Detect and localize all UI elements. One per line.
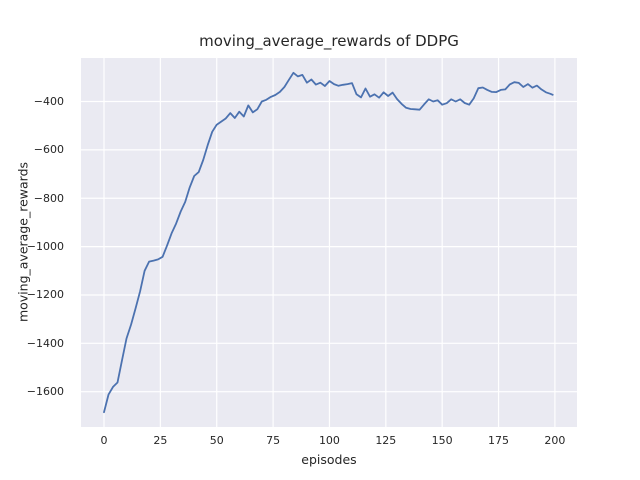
chart-title: moving_average_rewards of DDPG [199,32,459,50]
y-tick-label: −1600 [26,385,64,399]
x-tick-label: 0 [100,434,108,447]
x-tick-label: 75 [266,434,281,447]
x-tick-label: 200 [544,434,566,447]
x-axis-label: episodes [301,452,357,467]
y-tick-label: −1000 [26,240,64,254]
reward-line [103,71,554,414]
y-tick-label: −1200 [26,288,64,302]
x-tick-label: 25 [153,434,168,447]
y-tick-label: −400 [33,95,64,109]
x-tick-label: 125 [375,434,397,447]
x-tick-label: 150 [431,434,453,447]
x-tick-label: 50 [209,434,224,447]
x-tick-label: 175 [488,434,510,447]
y-tick-label: −1400 [26,336,64,350]
y-tick-label: −600 [33,143,64,157]
y-tick-label: −800 [33,191,64,205]
x-tick-label: 100 [318,434,340,447]
